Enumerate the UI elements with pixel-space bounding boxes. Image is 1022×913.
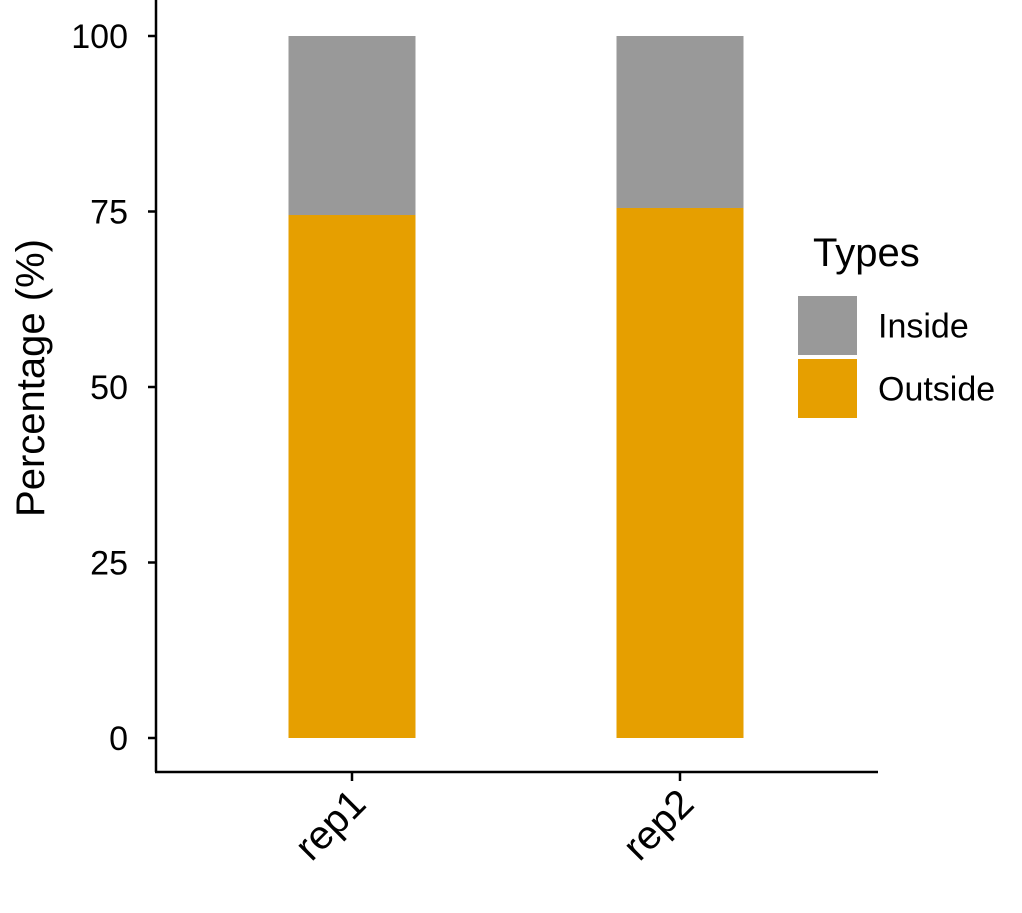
- axes-layer: [154, 0, 878, 774]
- legend: Types Inside Outside: [798, 231, 995, 418]
- legend-label-inside: Inside: [878, 308, 969, 346]
- bar-rep2-outside: [616, 207, 744, 739]
- y-axis-title: Percentage (%): [9, 239, 53, 517]
- bars-layer: [288, 36, 744, 739]
- bar-rep2-inside: [616, 36, 744, 208]
- y-ticks: 0 25 50 75 100: [71, 18, 156, 758]
- y-tick-label: 100: [71, 18, 128, 56]
- legend-key-inside: [798, 296, 857, 355]
- legend-title: Types: [813, 231, 920, 275]
- legend-key-outside: [798, 359, 857, 418]
- y-tick-label: 50: [90, 369, 128, 407]
- legend-label-outside: Outside: [878, 371, 995, 409]
- bar-rep1-outside: [288, 215, 416, 738]
- x-ticks: rep1 rep2: [287, 772, 703, 869]
- bar-rep1-inside: [288, 36, 416, 216]
- x-tick-label: rep2: [615, 781, 703, 869]
- y-tick-label: 25: [90, 545, 128, 583]
- y-tick-label: 0: [109, 720, 128, 758]
- x-tick-label: rep1: [287, 781, 375, 869]
- y-tick-label: 75: [90, 194, 128, 232]
